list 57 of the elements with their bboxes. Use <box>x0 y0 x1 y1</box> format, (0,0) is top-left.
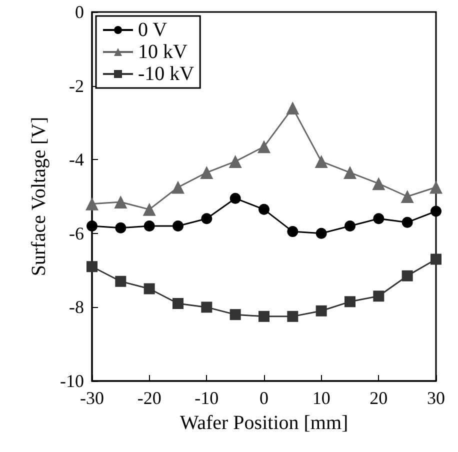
point <box>287 310 298 322</box>
x-tick-label: -20 <box>137 388 162 408</box>
legend-label: 10 kV <box>138 41 188 63</box>
point <box>200 166 214 180</box>
x-tick-label: 30 <box>427 388 445 408</box>
point <box>86 261 98 272</box>
point <box>344 166 356 180</box>
point <box>344 296 356 308</box>
point <box>314 154 328 168</box>
point <box>86 220 98 232</box>
point <box>172 180 184 194</box>
y-tick-label: -6 <box>69 223 84 244</box>
legend-label: 0 V <box>138 19 168 41</box>
point <box>258 204 270 215</box>
x-tick-label: -30 <box>80 388 104 408</box>
point <box>430 254 442 265</box>
point <box>115 222 126 234</box>
point <box>316 305 327 316</box>
legend-label: -10 kV <box>138 63 195 85</box>
point <box>430 206 442 217</box>
y-tick-label: -4 <box>69 150 84 170</box>
y-tick-label: -8 <box>69 297 84 318</box>
point <box>286 101 300 114</box>
point <box>258 140 270 154</box>
point <box>258 310 270 322</box>
y-tick-label: 0 <box>75 2 84 22</box>
point <box>228 154 242 168</box>
point <box>172 220 184 232</box>
y-tick-label: -2 <box>69 76 84 96</box>
point <box>373 213 384 224</box>
point <box>142 202 156 216</box>
point <box>115 276 126 287</box>
y-tick-label: -10 <box>60 371 84 391</box>
point <box>230 309 241 320</box>
point <box>344 220 356 232</box>
x-tick-label: 0 <box>260 388 268 408</box>
point <box>201 302 212 313</box>
point <box>372 177 386 190</box>
point <box>144 283 155 294</box>
point <box>172 298 184 310</box>
y-axis-title: Surface Voltage [V] <box>28 116 50 276</box>
point <box>430 180 442 194</box>
point <box>144 220 155 232</box>
x-tick-label: -10 <box>194 388 219 408</box>
x-tick-label: 20 <box>370 388 388 408</box>
point <box>287 226 298 238</box>
point <box>402 216 413 228</box>
point <box>114 196 128 209</box>
point <box>86 197 98 210</box>
point <box>230 192 241 204</box>
point <box>373 290 384 302</box>
point <box>402 270 413 282</box>
point <box>201 213 212 224</box>
point <box>400 190 414 203</box>
x-axis-title: Wafer Position [mm] <box>180 412 348 434</box>
point <box>316 228 327 239</box>
x-tick-label: 10 <box>312 388 330 408</box>
